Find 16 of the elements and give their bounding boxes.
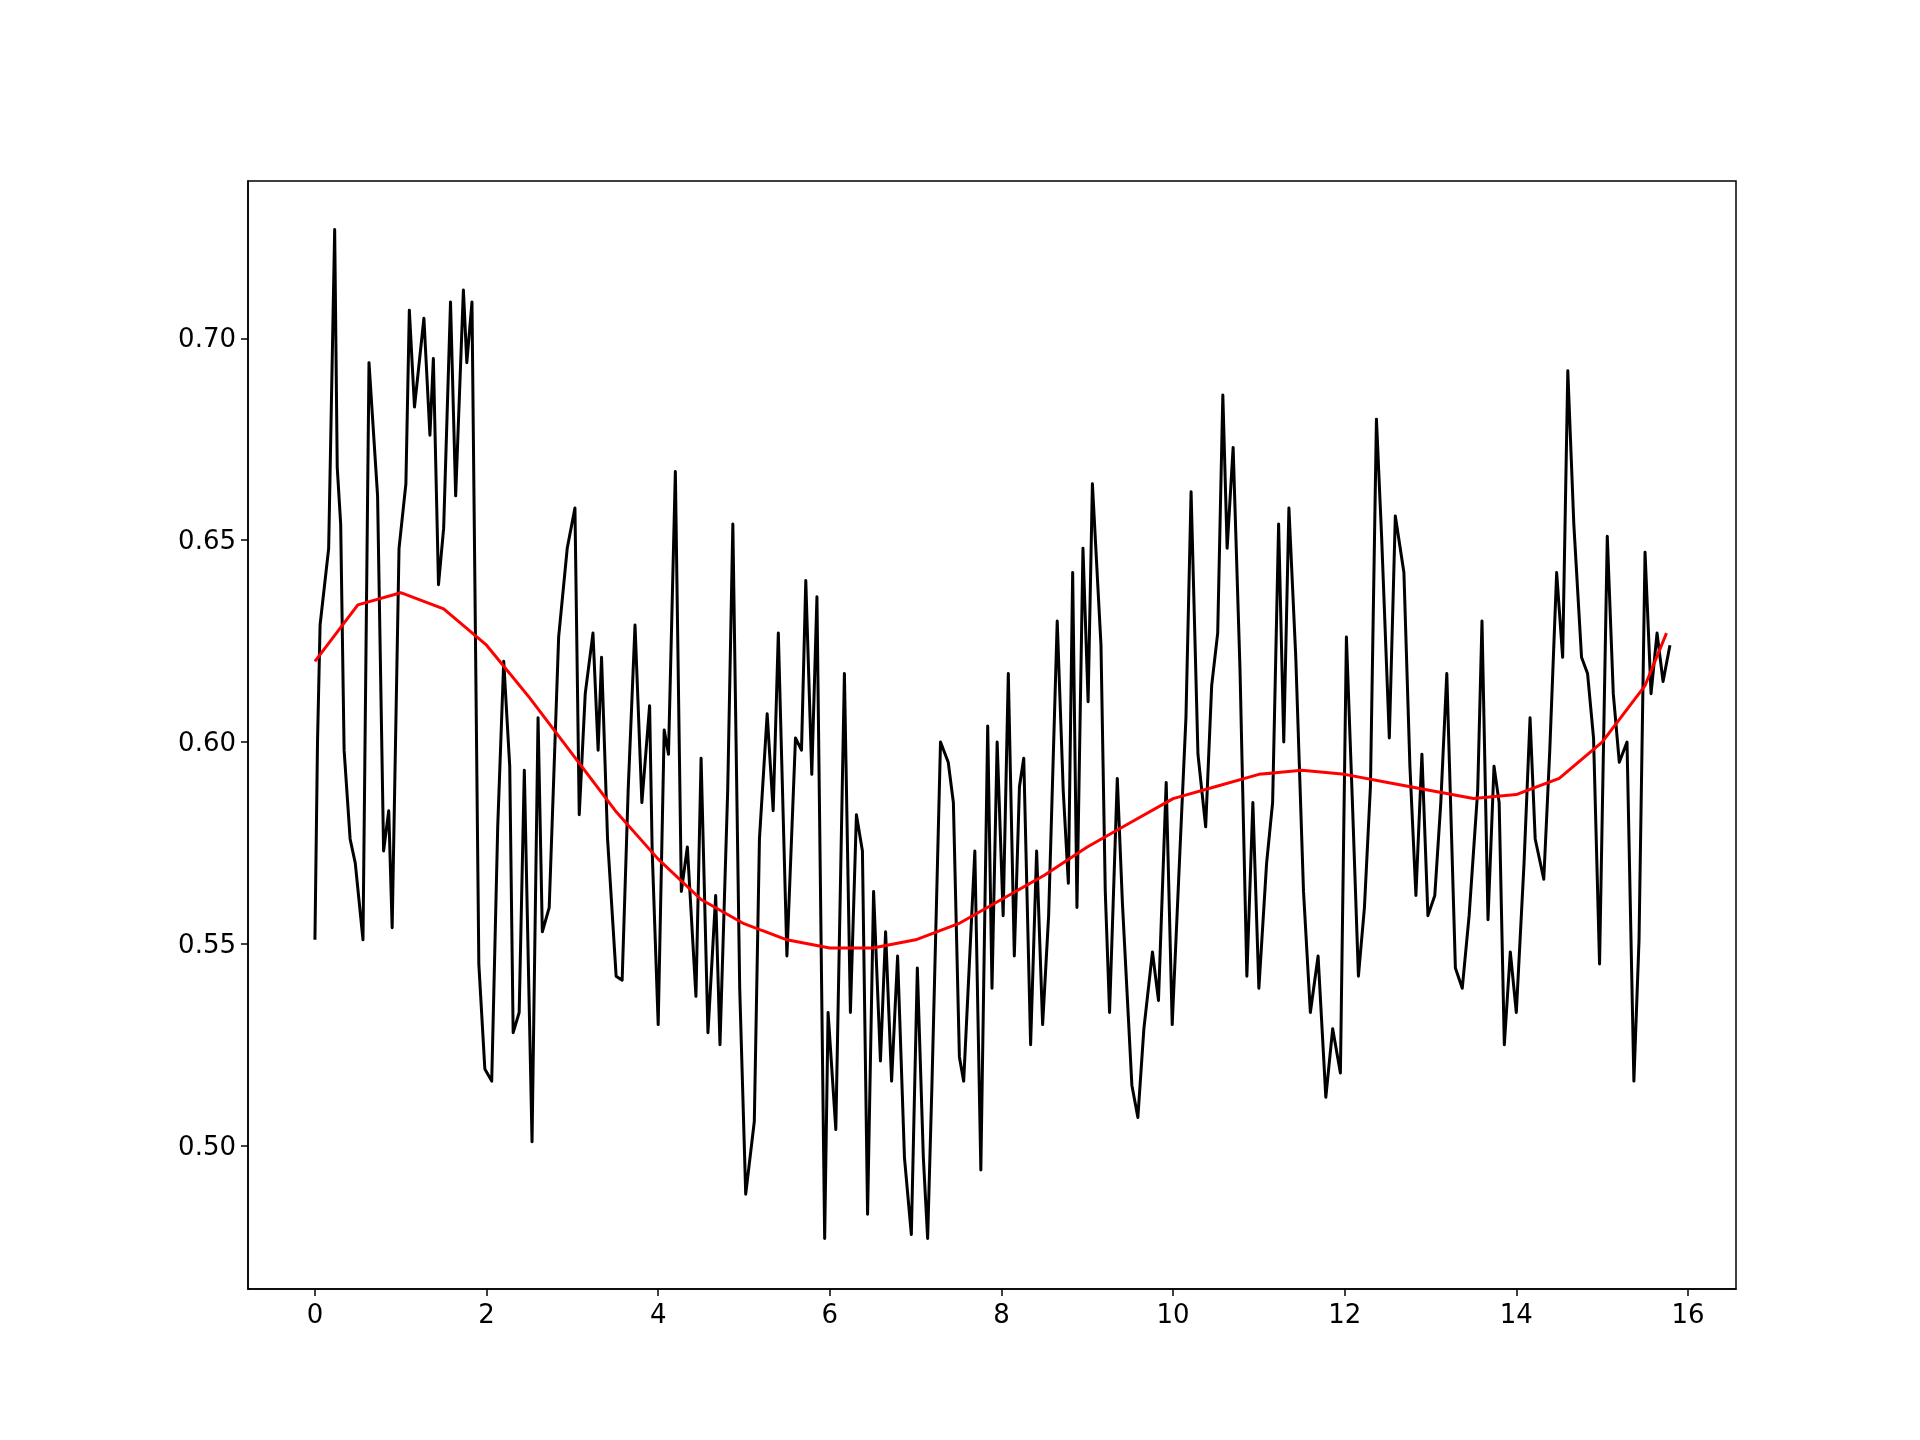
x-tick-label: 12: [1328, 1299, 1362, 1329]
y-tick-label: 0.60: [178, 727, 236, 758]
y-tick-label: 0.65: [178, 525, 236, 556]
x-tick-label: 4: [649, 1299, 667, 1329]
x-tick-label: 10: [1156, 1299, 1190, 1329]
y-tick-label: 0.55: [178, 928, 236, 959]
x-tick-label: 16: [1671, 1299, 1705, 1329]
x-tick-label: 8: [993, 1299, 1010, 1329]
x-tick-label: 0: [306, 1299, 324, 1329]
y-tick-label: 0.50: [178, 1130, 236, 1161]
line-series: [313, 591, 1668, 950]
x-tick-label: 14: [1499, 1299, 1533, 1329]
x-tick-label: 2: [478, 1299, 495, 1329]
y-tick-label: 0.70: [178, 323, 236, 354]
x-tick-label: 6: [821, 1299, 839, 1329]
line-series: [313, 227, 1672, 1241]
